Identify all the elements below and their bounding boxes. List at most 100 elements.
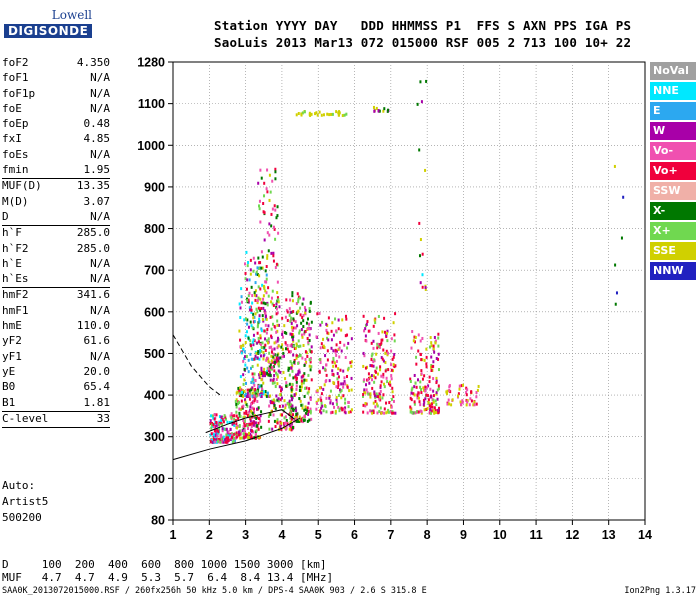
echo-point bbox=[253, 399, 256, 403]
echo-point bbox=[620, 236, 623, 240]
echo-point bbox=[394, 312, 397, 316]
extrapolated-profile bbox=[172, 334, 221, 396]
echo-point bbox=[253, 383, 256, 387]
echo-point bbox=[252, 333, 255, 337]
logo-line1: Lowell bbox=[51, 8, 92, 22]
echo-point bbox=[340, 406, 343, 410]
echo-point bbox=[245, 287, 248, 291]
echo-point bbox=[305, 386, 308, 390]
echo-point bbox=[288, 373, 291, 377]
echo-point bbox=[303, 414, 306, 418]
echo-point bbox=[274, 177, 277, 181]
echo-point bbox=[432, 398, 435, 402]
echo-point bbox=[446, 402, 449, 406]
echo-point bbox=[256, 341, 259, 345]
echo-point bbox=[434, 341, 437, 345]
echo-point bbox=[465, 403, 468, 407]
echo-point bbox=[295, 412, 298, 416]
echo-point bbox=[388, 380, 391, 384]
echo-point bbox=[332, 381, 335, 385]
echo-point bbox=[276, 311, 279, 315]
echo-point bbox=[277, 336, 280, 340]
echo-point bbox=[251, 378, 254, 382]
echo-point bbox=[274, 167, 277, 171]
param-value: 110.0 bbox=[76, 319, 110, 333]
echo-point bbox=[245, 410, 248, 414]
echo-point bbox=[295, 417, 298, 421]
echo-point bbox=[384, 369, 387, 373]
echo-point bbox=[380, 356, 383, 360]
echo-point bbox=[409, 405, 412, 409]
echo-point bbox=[324, 354, 327, 358]
echo-point bbox=[280, 345, 283, 349]
echo-point bbox=[369, 395, 372, 399]
param-separator bbox=[2, 410, 110, 412]
echo-point bbox=[429, 411, 432, 415]
echo-point bbox=[341, 114, 344, 118]
echo-point bbox=[302, 319, 305, 323]
echo-point bbox=[244, 317, 247, 321]
echo-point bbox=[295, 387, 298, 391]
echo-point bbox=[290, 413, 293, 417]
echo-point bbox=[373, 380, 376, 384]
echo-point bbox=[275, 394, 278, 398]
echo-point bbox=[249, 308, 252, 312]
echo-point bbox=[424, 397, 427, 401]
echo-point bbox=[281, 343, 284, 347]
echo-point bbox=[394, 411, 397, 415]
echo-point bbox=[346, 346, 349, 350]
echo-point bbox=[421, 358, 424, 362]
echo-point bbox=[337, 111, 340, 115]
echo-point bbox=[370, 374, 373, 378]
echo-point bbox=[220, 420, 223, 424]
echo-point bbox=[272, 322, 275, 326]
echo-point bbox=[425, 407, 428, 411]
echo-point bbox=[255, 424, 258, 428]
echo-point bbox=[418, 254, 421, 258]
echo-point bbox=[347, 410, 350, 414]
echo-point bbox=[260, 329, 263, 333]
echo-point bbox=[424, 385, 427, 389]
echo-point bbox=[330, 329, 333, 333]
echo-point bbox=[243, 367, 246, 371]
echo-point bbox=[335, 402, 338, 406]
echo-point bbox=[428, 345, 431, 349]
echo-point bbox=[245, 330, 248, 334]
echo-point bbox=[332, 356, 335, 360]
echo-point bbox=[419, 385, 422, 389]
echo-point bbox=[286, 347, 289, 351]
echo-point bbox=[294, 407, 297, 411]
echo-point bbox=[318, 110, 321, 114]
echo-point bbox=[320, 113, 323, 117]
echo-point bbox=[432, 394, 435, 398]
echo-point bbox=[254, 397, 257, 401]
echo-point bbox=[243, 357, 246, 361]
echo-point bbox=[306, 354, 309, 358]
echo-point bbox=[270, 345, 273, 349]
echo-point bbox=[235, 414, 238, 418]
echo-point bbox=[332, 372, 335, 376]
echo-point bbox=[251, 421, 254, 425]
echo-point bbox=[283, 324, 286, 328]
echo-point bbox=[245, 297, 248, 301]
echo-point bbox=[340, 382, 343, 386]
echo-point bbox=[373, 394, 376, 398]
echo-point bbox=[291, 383, 294, 387]
echo-point bbox=[307, 401, 310, 405]
echo-point bbox=[469, 397, 472, 401]
echo-point bbox=[376, 342, 379, 346]
echo-point bbox=[369, 364, 372, 368]
echo-point bbox=[291, 364, 294, 368]
echo-point bbox=[304, 407, 307, 411]
echo-point bbox=[362, 351, 365, 355]
param-value: 65.4 bbox=[83, 380, 111, 394]
param-row: M(D) 3.07 bbox=[2, 195, 110, 210]
echo-point bbox=[622, 195, 625, 199]
param-row: hmF2 341.6 bbox=[2, 288, 110, 303]
echo-point bbox=[338, 346, 341, 350]
echo-point bbox=[224, 417, 227, 421]
echo-point bbox=[272, 377, 275, 381]
echo-point bbox=[242, 382, 245, 386]
echo-point bbox=[298, 388, 301, 392]
param-name: C-level bbox=[2, 411, 49, 425]
